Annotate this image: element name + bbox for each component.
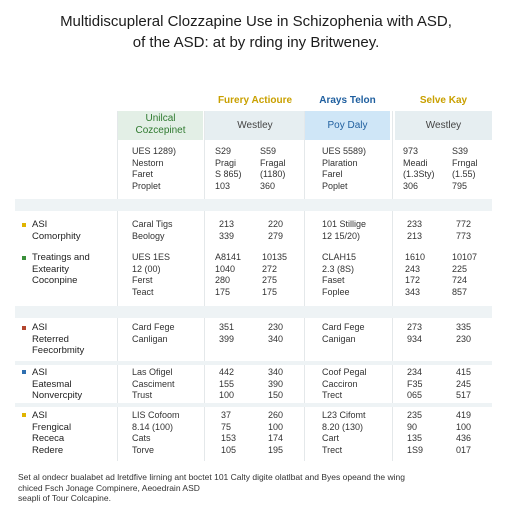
table-cell: S59 Fragal (1180) 360 bbox=[260, 146, 286, 191]
row-label: ASI Comorphity bbox=[32, 219, 81, 242]
table-cell: 233 213 bbox=[407, 219, 423, 241]
column-divider bbox=[304, 111, 305, 461]
table-cell: 973 Meadi (1.3Sty) 306 bbox=[403, 146, 435, 191]
column-group-3: Selve Kay bbox=[419, 95, 468, 106]
table-cell: Card Fege Canligan bbox=[132, 322, 175, 344]
column-divider bbox=[117, 111, 118, 461]
column-group-1: Furery Actioure bbox=[217, 95, 293, 106]
row-group-separator bbox=[15, 199, 492, 211]
table-cell: 419 100 436 017 bbox=[456, 410, 472, 455]
row-group-separator bbox=[15, 361, 492, 365]
row-label: Treatings and Extearity Coconpine bbox=[32, 252, 90, 286]
table-cell: LIS Cofoom 8.14 (100) Cats Torve bbox=[132, 410, 180, 455]
table-cell: 442 155 100 bbox=[219, 367, 235, 400]
table-cell: Coof Pegal Cacciron Trect bbox=[322, 367, 367, 400]
table-cell: 1610 243 172 343 bbox=[405, 252, 426, 297]
table-cell: S39 Frngal (1.55) 795 bbox=[452, 146, 478, 191]
table-title-line-2: of the ASD: at by rding iny Britweney. bbox=[132, 34, 380, 51]
table-cell: A8141 1040 280 175 bbox=[215, 252, 242, 297]
table-cell: 235 90 135 1S9 bbox=[407, 410, 424, 455]
table-cell: Card Fege Canigan bbox=[322, 322, 365, 344]
blue-marker-icon bbox=[22, 370, 26, 374]
footnote: Set al ondecr bualabet ad lretdfive lirn… bbox=[18, 472, 498, 504]
column-header-3: Poy Daly bbox=[327, 120, 368, 131]
red-marker-icon bbox=[22, 326, 26, 330]
row-group-separator bbox=[15, 403, 492, 407]
header-cell-bg-4 bbox=[395, 111, 492, 140]
green-marker-icon bbox=[22, 256, 26, 260]
footnote-line-1: Set al ondecr bualabet ad lretdfive lirn… bbox=[18, 472, 406, 482]
table-cell: UES 5589) Plaration Farel Poplet bbox=[322, 146, 367, 191]
column-header-2: Westley bbox=[237, 120, 273, 131]
table-cell: 273 934 bbox=[407, 322, 423, 344]
column-header-4: Westley bbox=[425, 120, 462, 131]
header-cell-bg-3 bbox=[305, 111, 390, 140]
yellow-marker-icon bbox=[22, 223, 26, 227]
table-cell: 10107 225 724 857 bbox=[452, 252, 478, 297]
table-cell: 213 339 bbox=[219, 219, 235, 241]
header-cell-bg-2 bbox=[205, 111, 305, 140]
row-label: ASI Reterred Feecorbmity bbox=[32, 322, 85, 356]
table-cell: 220 279 bbox=[268, 219, 284, 241]
header-cell-bg-1 bbox=[118, 111, 203, 140]
table-cell: UES 1289) Nestorn Faret Proplet bbox=[132, 146, 177, 191]
table-cell: 351 399 bbox=[219, 322, 235, 344]
column-divider bbox=[204, 111, 205, 461]
table-cell: 772 773 bbox=[456, 219, 472, 241]
row-label: ASI Eatesmal Nonvercpity bbox=[32, 367, 83, 401]
table-cell: 234 F35 065 bbox=[407, 367, 423, 400]
column-header-1: Unilcal Cozcepinet bbox=[135, 113, 186, 136]
footnote-line-2: chiced Fsch Jonage Compinere, Aeoedrain … bbox=[18, 482, 200, 493]
table-title-line-1: Multidiscupleral Clozzapine Use in Schiz… bbox=[60, 13, 452, 30]
column-divider bbox=[392, 111, 393, 461]
table-cell: CLAH15 2.3 (8S) Faset Foplee bbox=[322, 252, 357, 297]
column-group-2: Arays Telon bbox=[319, 95, 376, 106]
row-group-separator bbox=[15, 306, 492, 318]
table-cell: Las Ofigel Casciment Trust bbox=[132, 367, 175, 400]
table-cell: L23 Cifomt 8.20 (130) Cart Trect bbox=[322, 410, 366, 455]
footnote-line-3: seapli of Tour Colcapine. bbox=[18, 493, 111, 503]
table-cell: 260 100 174 195 bbox=[268, 410, 284, 455]
table-cell: 335 230 bbox=[456, 322, 472, 344]
table-cell: UES 1ES 12 (00) Ferst Teact bbox=[132, 252, 171, 297]
yellow-marker-icon bbox=[22, 413, 26, 417]
table-cell: 415 245 517 bbox=[456, 367, 472, 400]
table-cell: S29 Pragi S 865) 103 bbox=[215, 146, 242, 191]
table-cell: 10135 272 275 175 bbox=[262, 252, 288, 297]
table-cell: 37 75 153 105 bbox=[221, 410, 237, 455]
table-cell: 230 340 bbox=[268, 322, 284, 344]
row-label: ASI Frengical Receca Redere bbox=[32, 410, 72, 456]
table-cell: Caral Tigs Beology bbox=[132, 219, 173, 241]
table-cell: 340 390 150 bbox=[268, 367, 284, 400]
table-cell: 101 Stillige 12 15/20) bbox=[322, 219, 367, 241]
